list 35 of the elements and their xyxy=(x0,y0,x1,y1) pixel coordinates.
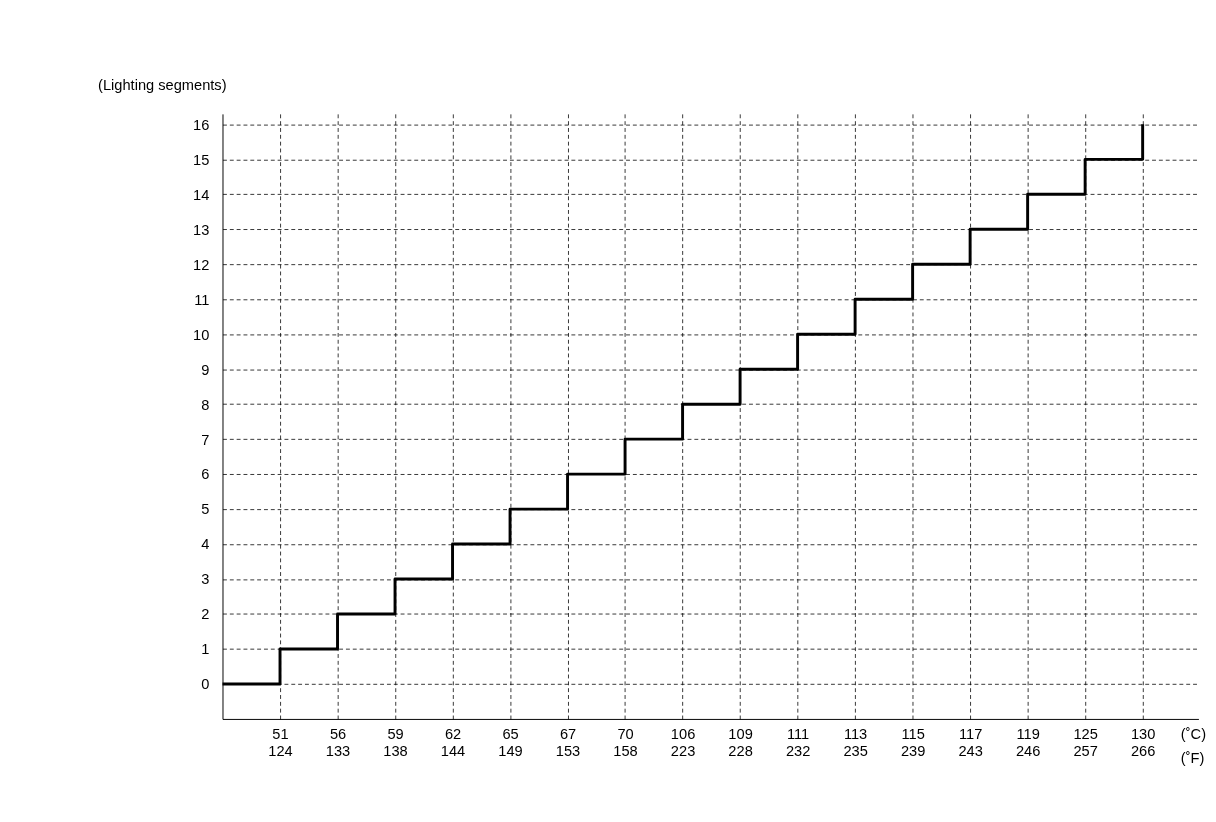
y-tick-label: 15 xyxy=(193,151,210,168)
x-tick-label: 130 266 xyxy=(1130,725,1156,759)
y-tick-label: 10 xyxy=(193,326,210,343)
y-tick-label: 16 xyxy=(193,116,210,133)
y-tick-label: 11 xyxy=(194,291,210,308)
y-tick-label: 2 xyxy=(201,606,210,623)
y-tick-label: 13 xyxy=(193,221,210,238)
x-tick-label: 62 144 xyxy=(440,725,466,759)
x-tick-label: 51 124 xyxy=(268,725,293,759)
x-tick-label: 106 223 xyxy=(670,725,696,759)
y-axis-title: (Lighting segments) xyxy=(98,76,227,93)
y-tick-label: 4 xyxy=(201,536,210,553)
y-tick-label: 6 xyxy=(201,466,210,483)
y-tick-label: 14 xyxy=(193,186,210,203)
x-tick-label: 70 158 xyxy=(613,725,638,759)
x-tick-label: 113 235 xyxy=(843,725,868,759)
x-tick-label: 119 246 xyxy=(1015,725,1041,759)
x-tick-label: 67 153 xyxy=(555,725,581,759)
x-tick-label: 117 243 xyxy=(958,725,983,759)
y-tick-label: 3 xyxy=(201,571,210,588)
y-tick-label: 12 xyxy=(193,256,210,273)
x-tick-label: 111 232 xyxy=(785,725,811,759)
x-tick-label: 65 149 xyxy=(498,725,523,759)
x-tick-label: 115 239 xyxy=(900,725,926,759)
x-tick-label: 125 257 xyxy=(1073,725,1098,759)
x-tick-label: 56 133 xyxy=(325,725,351,759)
x-axis-title: (˚C) (˚F) xyxy=(1180,726,1207,766)
y-tick-label: 8 xyxy=(201,396,210,413)
x-tick-label: 109 228 xyxy=(728,725,753,759)
y-tick-label: 5 xyxy=(201,501,210,518)
y-tick-label: 1 xyxy=(201,641,210,658)
x-tick-label: 59 138 xyxy=(383,725,408,759)
y-tick-label: 9 xyxy=(201,361,210,378)
y-tick-label: 0 xyxy=(201,676,210,693)
y-tick-label: 7 xyxy=(201,431,210,448)
